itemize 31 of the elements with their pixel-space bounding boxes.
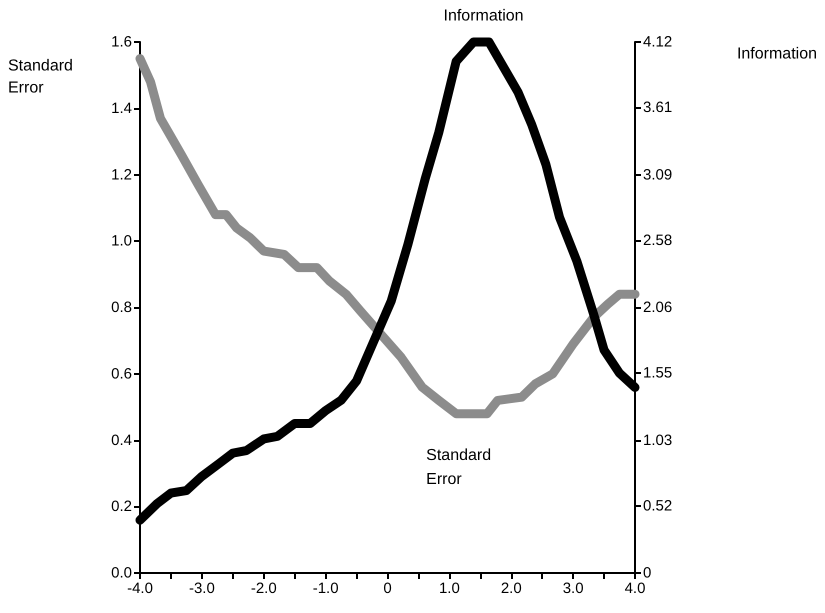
y-tick-label: 0.4: [111, 432, 132, 449]
y-tick-label: 1.4: [111, 100, 132, 117]
x-tick-label: -3.0: [188, 580, 215, 597]
x-tick-label: -4.0: [127, 580, 153, 597]
y2-axis-title: Information: [736, 46, 818, 62]
text: Standard Error: [426, 447, 492, 488]
y-tick-label: 0.8: [111, 299, 132, 316]
y2-tick-label: 0: [643, 564, 652, 582]
x-tick-label: 3.0: [562, 580, 584, 597]
y-tick-label: 0.0: [111, 564, 132, 582]
y-tick-label: 0.6: [111, 365, 132, 382]
y-tick-label: 1.0: [111, 232, 132, 250]
y2-tick-label: 2.58: [643, 232, 672, 249]
y2-tick-label: 1.55: [643, 364, 672, 382]
y2-tick-label: 3.61: [643, 99, 672, 116]
y-tick-label: 1.2: [111, 166, 132, 184]
x-tick-label: 4.0: [624, 580, 646, 597]
series-label: Information: [444, 8, 524, 24]
y2-tick-label: 3.09: [643, 166, 672, 184]
x-tick-label: 0: [383, 580, 392, 597]
y-tick-label: 0.2: [111, 498, 132, 516]
x-tick-label: -2.0: [250, 580, 277, 597]
x-tick-label: -1.0: [312, 580, 339, 597]
y-tick-label: 1.6: [111, 34, 132, 50]
y2-tick-label: 0.52: [643, 497, 672, 514]
x-tick-label: 1.0: [438, 580, 460, 597]
y2-tick-label: 1.03: [643, 432, 672, 449]
y-axis-title: Standard Error: [8, 58, 73, 96]
y2-tick-label: 4.12: [643, 34, 672, 50]
x-tick-label: 2.0: [500, 580, 522, 597]
y2-tick-label: 2.06: [643, 299, 672, 316]
